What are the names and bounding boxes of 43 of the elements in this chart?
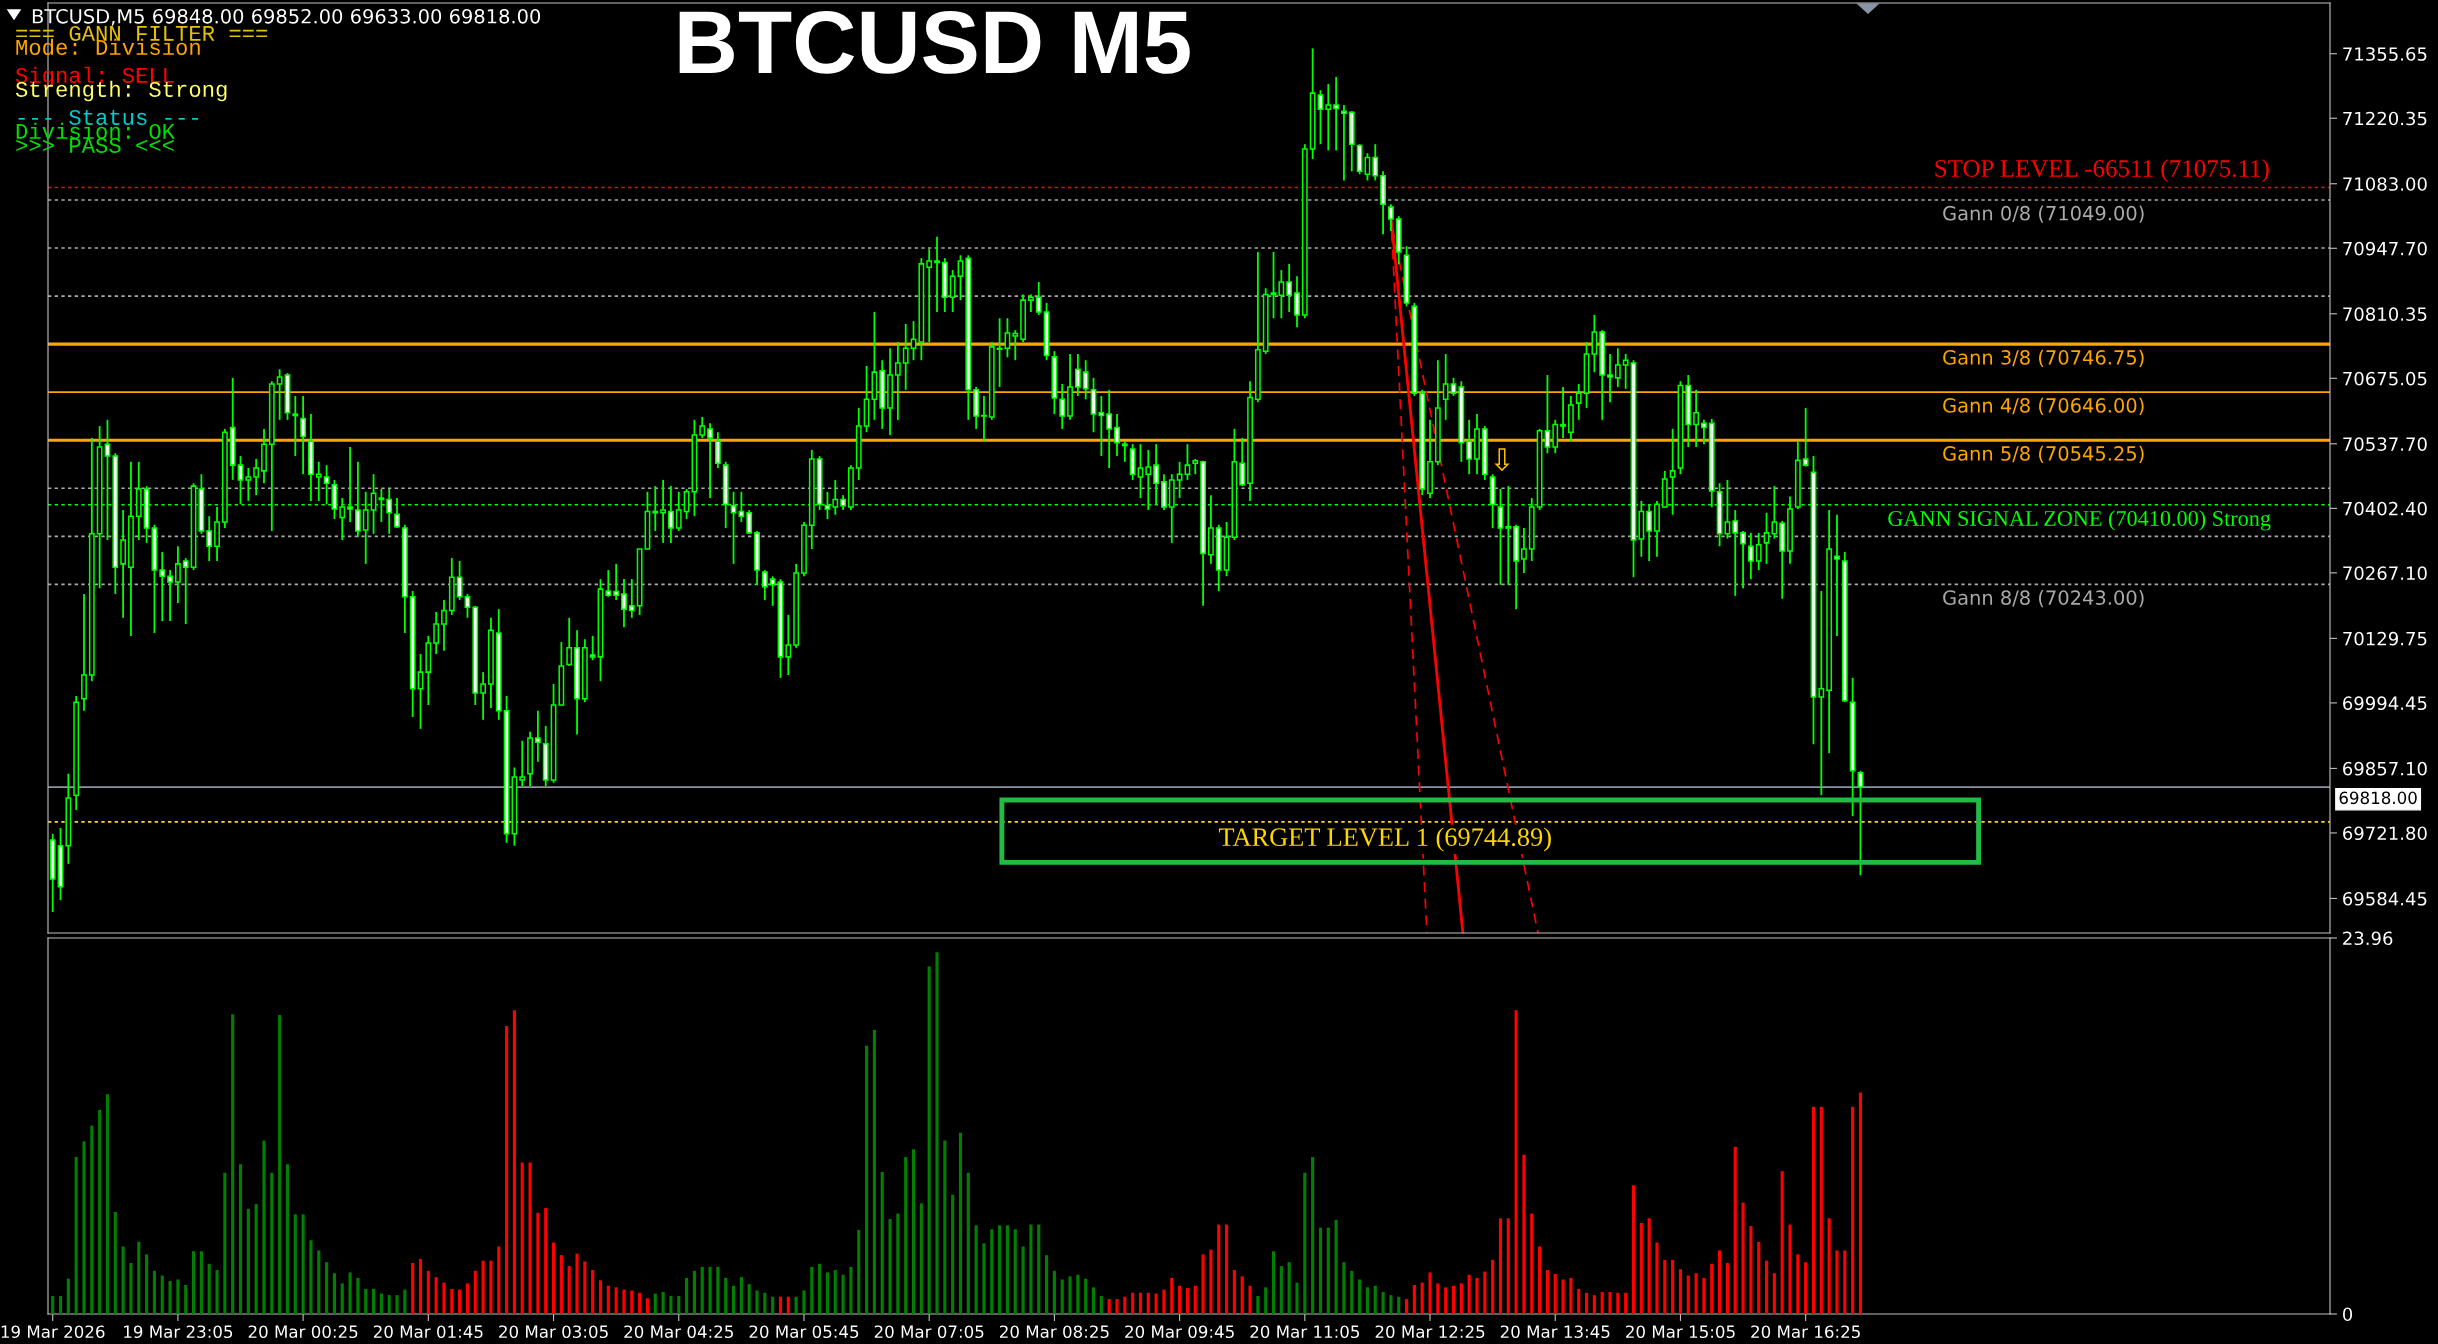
ref-line-label: Gann 3/8 (70746.75) xyxy=(1943,349,2144,368)
ref-line-label: Gann 4/8 (70646.00) xyxy=(1943,397,2144,416)
x-tick-label: 19 Mar 23:05 xyxy=(124,1325,233,1339)
y-tick-label: 69721.80 xyxy=(2343,826,2427,841)
ref-line-label: Gann 0/8 (71049.00) xyxy=(1943,205,2144,223)
y-tick-label: 70129.75 xyxy=(2343,631,2427,646)
x-tick-label: 20 Mar 04:25 xyxy=(624,1325,733,1339)
x-tick-label: 20 Mar 01:45 xyxy=(373,1325,483,1339)
ref-line-label: 69818.00 xyxy=(2339,791,2417,805)
y-tick-label: 69994.45 xyxy=(2343,696,2427,711)
x-tick-label: 20 Mar 00:25 xyxy=(248,1325,358,1339)
y-tick-label: 70402.40 xyxy=(2343,501,2427,516)
x-tick-label: 20 Mar 12:25 xyxy=(1375,1325,1485,1339)
x-tick-label: 20 Mar 05:45 xyxy=(749,1325,859,1339)
ref-line-label: Gann 8/8 (70243.00) xyxy=(1943,589,2144,608)
y-tick-label: 0 xyxy=(2343,1307,2353,1322)
y-tick-label: 70675.05 xyxy=(2343,371,2427,386)
x-tick-label: 20 Mar 07:05 xyxy=(874,1325,984,1339)
x-tick-label: 19 Mar 2026 xyxy=(1,1325,105,1339)
x-tick-label: 20 Mar 15:05 xyxy=(1626,1325,1735,1339)
y-tick-label: 70267.10 xyxy=(2343,566,2427,580)
x-tick-label: 20 Mar 13:45 xyxy=(1500,1325,1610,1339)
y-tick-label: 69857.10 xyxy=(2343,761,2427,776)
annotation: BTCUSD,M5 69848.00 69852.00 69633.00 69818.00 xyxy=(32,8,541,26)
annotation: ⇩ xyxy=(1494,448,1510,472)
x-tick-label: 20 Mar 11:05 xyxy=(1250,1325,1360,1339)
y-tick-label: 70947.70 xyxy=(2343,241,2427,256)
x-tick-label: 20 Mar 08:25 xyxy=(999,1325,1109,1339)
ref-line-label: STOP LEVEL -66511 (71075.11) xyxy=(1935,159,2269,182)
y-tick-label: 23.96 xyxy=(2343,931,2393,946)
y-tick-label: 71083.00 xyxy=(2343,177,2427,191)
y-tick-label: 69584.45 xyxy=(2343,891,2427,906)
y-tick-label: 70810.35 xyxy=(2343,307,2427,321)
x-tick-label: 20 Mar 03:05 xyxy=(499,1325,608,1339)
ref-line-label: Gann 5/8 (70545.25) xyxy=(1943,445,2144,464)
x-tick-label: 20 Mar 09:45 xyxy=(1125,1325,1234,1339)
ref-line-label: TARGET LEVEL 1 (69744.89) xyxy=(1218,827,1551,852)
y-tick-label: 71220.35 xyxy=(2343,111,2427,126)
chart-title: BTCUSD M5 xyxy=(679,10,1190,74)
y-tick-label: 70537.70 xyxy=(2343,437,2427,451)
ref-line-label: GANN SIGNAL ZONE (70410.00) Strong xyxy=(1888,510,2271,531)
y-tick-label: 71355.65 xyxy=(2343,47,2427,61)
x-tick-label: 20 Mar 16:25 xyxy=(1751,1325,1860,1339)
